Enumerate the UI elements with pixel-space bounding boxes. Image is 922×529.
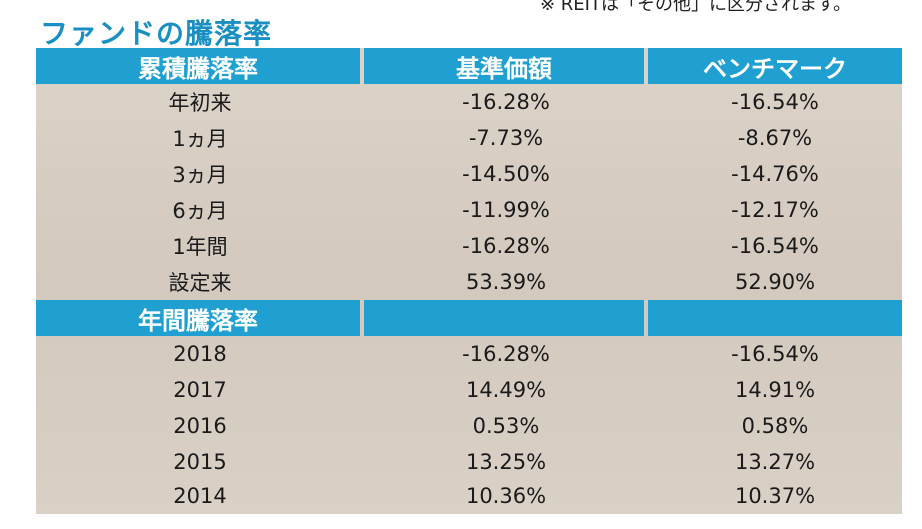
period-cell: 年初来 [168,91,232,115]
fund-return-cell: 10.36% [465,484,547,508]
table-row: 年初来 -16.28% -16.54% [36,84,902,120]
section-header-blank [364,300,644,336]
fund-return-cell: 14.49% [465,378,547,402]
header-cumulative-return: 累積騰落率 [36,48,360,84]
benchmark-return-cell: -14.76% [731,162,819,186]
header-benchmark: ベンチマーク [648,48,902,84]
benchmark-return-cell: -16.54% [731,342,819,366]
table-row: 2015 13.25% 13.27% [36,444,902,480]
year-cell: 2017 [173,378,227,402]
benchmark-return-cell: -12.17% [731,198,819,222]
table-row: 2016 0.53% 0.58% [36,408,902,444]
table-row: 設定来 53.39% 52.90% [36,264,902,300]
table-row: 2014 10.36% 10.37% [36,478,902,514]
section-header-blank [648,300,902,336]
table-row: 2018 -16.28% -16.54% [36,336,902,372]
year-cell: 2016 [173,414,227,438]
year-cell: 2015 [173,450,227,474]
header-annual-return: 年間騰落率 [36,300,360,336]
header-nav: 基準価額 [364,48,644,84]
fund-return-cell: -7.73% [468,126,544,150]
performance-table: 累積騰落率 基準価額 ベンチマーク 年初来 -16.28% -16.54% 1ヵ… [36,48,902,514]
benchmark-return-cell: -16.54% [731,90,819,114]
fund-return-cell: -16.28% [462,234,550,258]
table-header-row: 累積騰落率 基準価額 ベンチマーク [36,48,902,84]
fund-return-cell: 13.25% [465,450,547,474]
benchmark-return-cell: -16.54% [731,234,819,258]
top-note: ※ REITは「その他」に区分されます。 [540,0,852,15]
benchmark-return-cell: -8.67% [737,126,813,150]
fund-return-cell: -16.28% [462,342,550,366]
period-cell: 設定来 [168,271,232,295]
fund-return-cell: -16.28% [462,90,550,114]
period-cell: 3ヵ月 [172,163,228,187]
table-row: 2017 14.49% 14.91% [36,372,902,408]
period-cell: 6ヵ月 [172,199,228,223]
fund-return-cell: -11.99% [462,198,550,222]
year-cell: 2014 [173,484,227,508]
fund-return-cell: -14.50% [462,162,550,186]
period-cell: 1年間 [172,235,228,259]
benchmark-return-cell: 52.90% [734,270,816,294]
table-row: 1年間 -16.28% -16.54% [36,228,902,264]
annual-section-header: 年間騰落率 [36,300,902,336]
table-row: 1ヵ月 -7.73% -8.67% [36,120,902,156]
page-title: ファンドの騰落率 [40,17,273,50]
benchmark-return-cell: 14.91% [734,378,816,402]
benchmark-return-cell: 13.27% [734,450,816,474]
table-row: 6ヵ月 -11.99% -12.17% [36,192,902,228]
period-cell: 1ヵ月 [172,127,228,151]
benchmark-return-cell: 0.58% [741,414,809,438]
fund-return-cell: 0.53% [472,414,540,438]
table-row: 3ヵ月 -14.50% -14.76% [36,156,902,192]
year-cell: 2018 [173,342,227,366]
fund-return-cell: 53.39% [465,270,547,294]
benchmark-return-cell: 10.37% [734,484,816,508]
